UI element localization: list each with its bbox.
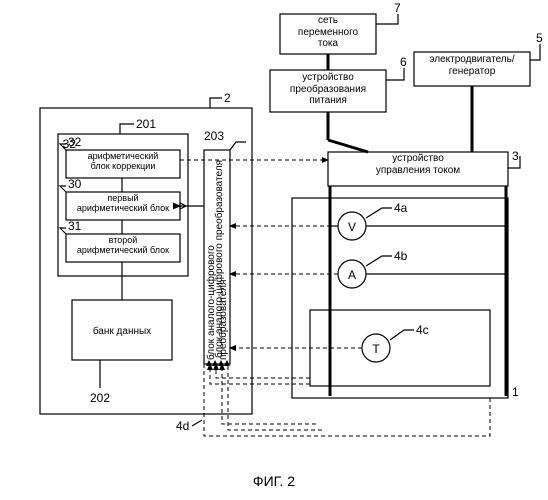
tag-203: 203 [204,129,224,143]
tag31v: 31 [68,219,82,233]
tag-2: 2 [224,91,231,105]
d4d-4 [228,364,322,430]
blk32-text: арифметическийблок коррекции [88,151,159,171]
lead-4a [366,208,392,218]
tag-4b: 4b [394,249,408,263]
blk30-text: первыйарифметический блок [77,193,169,213]
tag-3: 3 [512,149,519,163]
lead-5 [530,44,540,60]
ctrl-l1: устройствоуправления током [376,153,460,176]
lead-30 [60,186,66,192]
lead-4c [390,330,414,340]
lead-7 [376,14,398,24]
d4d-5 [204,364,490,436]
tag-1: 1 [512,385,519,399]
tag-6: 6 [400,55,407,69]
tag-7: 7 [394,1,401,15]
conv-text: устройствопреобразованияпитания [290,72,366,106]
tag-4a: 4a [394,201,408,215]
tag30v: 30 [68,177,82,191]
sensor-v-label: V [348,220,356,234]
lead-31 [60,228,66,234]
tag-202: 202 [90,391,110,405]
sensor-a-label: A [348,268,356,282]
lead-2 [210,98,222,108]
d4d-1 [216,364,310,378]
db-text: банк данных [93,325,151,337]
tag32v: 32 [68,135,82,149]
battery-block [292,198,508,398]
tag-5: 5 [536,31,543,45]
adc-line2: преобразователя [217,280,229,360]
conv-to-ctrl [328,140,368,152]
lead-4b [366,256,392,266]
motor-text: электродвигатель/генератор [429,54,514,77]
tag-201: 201 [136,117,156,131]
lead-4d [192,420,202,426]
tag-4c: 4c [416,323,429,337]
ac-text: сетьпеременноготока [298,15,358,49]
d4d-2 [210,364,310,384]
tag-4d: 4d [176,419,189,433]
sensor-t-label: T [372,342,380,356]
blk31-text: второйарифметический блок [77,235,169,255]
lead-201 [120,124,134,134]
lead-203 [230,142,246,150]
adc-line1: блок аналого-цифрового [205,245,217,360]
d4d-3 [222,364,316,424]
lead-6 [386,68,404,80]
figure-label: ФИГ. 2 [253,473,295,489]
